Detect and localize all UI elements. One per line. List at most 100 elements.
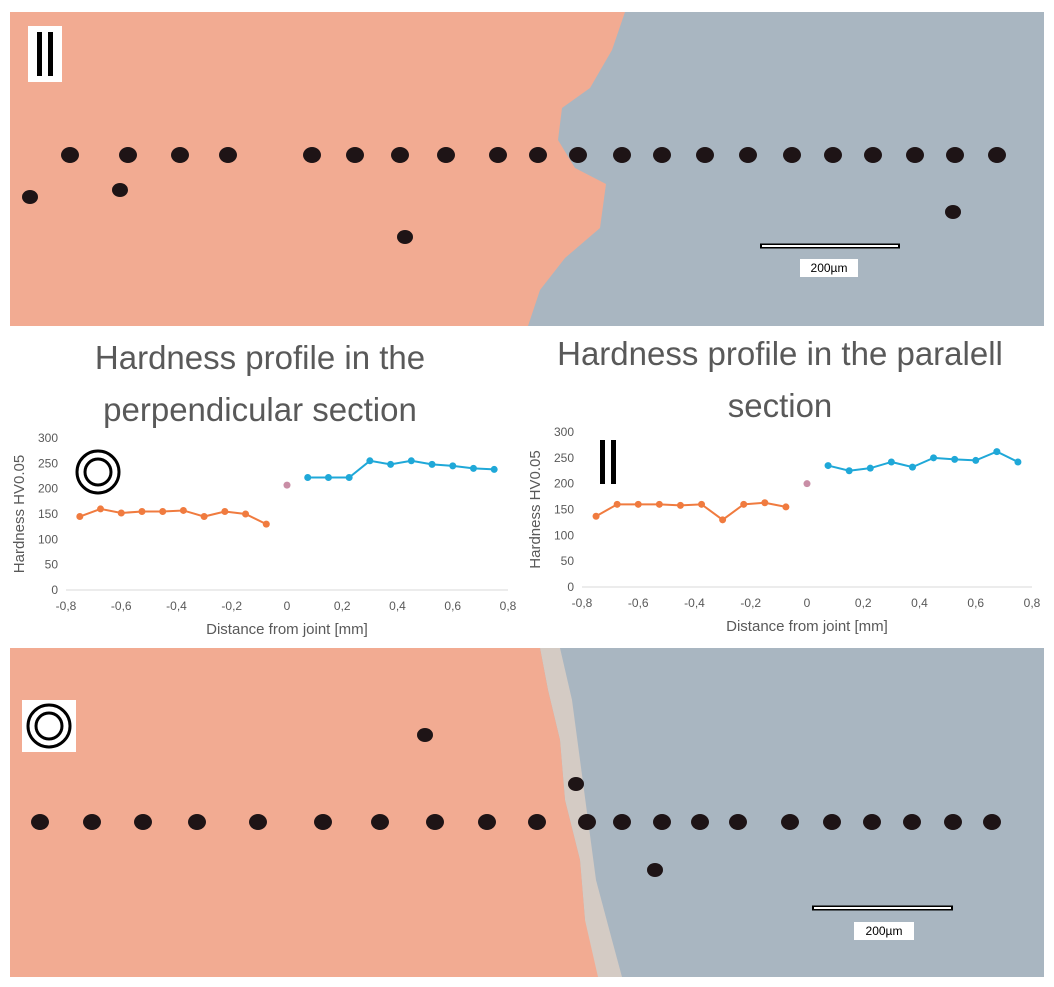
- y-tick-label: 50: [561, 554, 575, 568]
- data-point: [283, 481, 291, 489]
- indent: [188, 814, 206, 830]
- indent: [946, 147, 964, 163]
- y-tick-label: 250: [554, 451, 574, 465]
- indent: [824, 147, 842, 163]
- data-point: [698, 500, 706, 508]
- indent: [417, 728, 433, 742]
- indent: [249, 814, 267, 830]
- indent: [823, 814, 841, 830]
- y-tick-label: 200: [38, 482, 58, 496]
- data-point: [719, 516, 727, 524]
- data-point: [449, 462, 457, 470]
- indent: [945, 205, 961, 219]
- indent: [569, 147, 587, 163]
- y-tick-label: 300: [38, 431, 58, 445]
- data-point: [634, 500, 642, 508]
- icon-parallel: [48, 32, 53, 76]
- data-point: [138, 507, 146, 515]
- data-point: [428, 460, 436, 468]
- data-point: [908, 463, 916, 471]
- data-point: [1014, 458, 1022, 466]
- indent: [437, 147, 455, 163]
- data-point: [676, 501, 684, 509]
- series-line: [595, 501, 787, 522]
- y-tick-label: 150: [38, 507, 58, 521]
- data-point: [887, 458, 895, 466]
- x-tick-label: -0,8: [56, 599, 77, 613]
- x-tick-label: -0,4: [684, 596, 705, 610]
- scale-label: 200µm: [811, 261, 848, 275]
- data-point: [242, 510, 250, 518]
- indent: [647, 863, 663, 877]
- indent: [983, 814, 1001, 830]
- x-tick-label: 0,4: [389, 599, 406, 613]
- indent: [489, 147, 507, 163]
- y-tick-label: 100: [38, 532, 58, 546]
- indents: [22, 147, 1006, 244]
- icon-circles: [34, 711, 64, 741]
- x-tick-label: -0,6: [628, 596, 649, 610]
- data-point: [845, 467, 853, 475]
- data-point: [159, 507, 167, 515]
- x-tick-label: 0: [284, 599, 291, 613]
- micrograph-interface: [540, 648, 622, 977]
- y-tick-label: 300: [554, 425, 574, 439]
- indent: [83, 814, 101, 830]
- data-point: [655, 500, 663, 508]
- indent: [61, 147, 79, 163]
- micrograph-copper: [10, 12, 625, 326]
- x-tick-label: 0,2: [855, 596, 872, 610]
- x-tick-label: 0,4: [911, 596, 928, 610]
- micrograph-copper: [10, 648, 598, 977]
- data-point: [97, 505, 105, 513]
- indent: [568, 777, 584, 791]
- indent: [112, 183, 128, 197]
- indents: [31, 728, 1001, 877]
- x-tick-label: 0,2: [334, 599, 351, 613]
- y-axis-label: Hardness HV0.05: [11, 455, 28, 573]
- indent: [478, 814, 496, 830]
- indent: [903, 814, 921, 830]
- data-point: [366, 457, 374, 465]
- indent: [783, 147, 801, 163]
- x-tick-label: 0,6: [967, 596, 984, 610]
- indent: [729, 814, 747, 830]
- chart-title: Hardness profile in the paralell section: [557, 335, 1003, 424]
- scale-label-box: [800, 259, 858, 277]
- indent: [988, 147, 1006, 163]
- icon-box: [22, 700, 76, 752]
- data-point: [613, 500, 621, 508]
- data-point: [951, 455, 959, 463]
- y-tick-label: 250: [38, 456, 58, 470]
- indent: [906, 147, 924, 163]
- data-point: [782, 503, 790, 511]
- y-tick-label: 0: [51, 583, 58, 597]
- data-point: [972, 456, 980, 464]
- indent: [864, 147, 882, 163]
- indent: [653, 814, 671, 830]
- indent: [944, 814, 962, 830]
- data-point: [324, 474, 332, 482]
- series-line: [307, 459, 495, 479]
- x-tick-label: -0,6: [111, 599, 132, 613]
- indent: [528, 814, 546, 830]
- data-point: [993, 448, 1001, 456]
- data-point: [761, 499, 769, 507]
- indent: [696, 147, 714, 163]
- indent: [781, 814, 799, 830]
- icon-circles: [26, 703, 72, 749]
- data-point: [407, 457, 415, 465]
- indent: [691, 814, 709, 830]
- data-point: [76, 513, 84, 521]
- data-point: [179, 506, 187, 514]
- y-tick-label: 50: [45, 558, 59, 572]
- x-axis-label: Distance from joint [mm]: [206, 621, 368, 638]
- series-line: [79, 507, 267, 526]
- indent: [31, 814, 49, 830]
- data-point: [200, 513, 208, 521]
- icon-circles: [83, 457, 113, 487]
- indent: [578, 814, 596, 830]
- indent: [613, 814, 631, 830]
- icon-box: [28, 26, 62, 82]
